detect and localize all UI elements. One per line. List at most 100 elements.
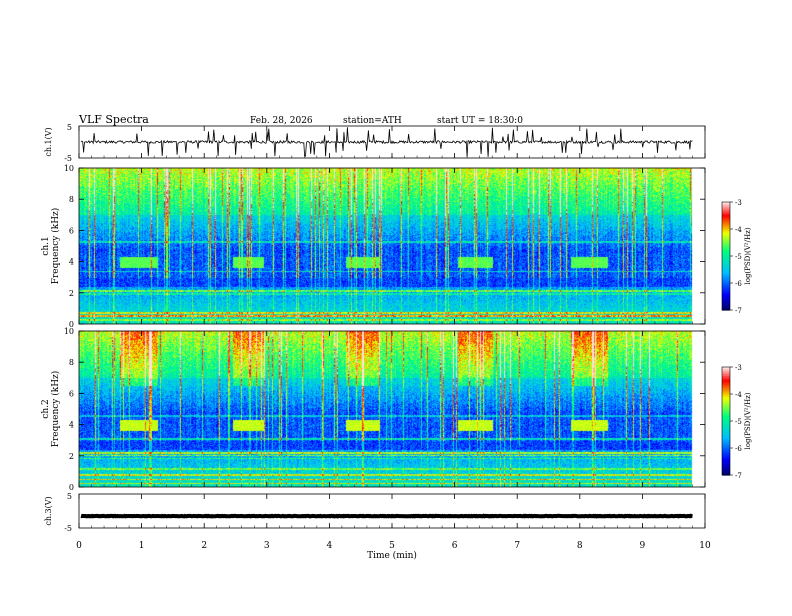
ch1-colorbar-label-2: -5 <box>735 253 742 261</box>
ch2-colorbar-swatch <box>722 399 730 402</box>
ch2-colorbar-swatch <box>722 424 730 427</box>
ch1-colorbar-swatch <box>722 266 730 270</box>
ch3-ytick-top: 5 <box>67 492 72 501</box>
ch2-colorbar-swatch <box>722 439 730 442</box>
ch1-colorbar-swatch <box>722 292 730 295</box>
ch2-spectrogram-ylabel-channel: ch.2 <box>41 399 51 418</box>
ch1-colorbar-swatch <box>722 203 730 207</box>
ch2-ytick-label-1: 2 <box>69 452 74 461</box>
ch1-colorbar-swatch <box>722 279 730 282</box>
ch2-ytick-label-0: 0 <box>69 483 74 492</box>
ch3-series-line <box>80 513 693 519</box>
ch1-colorbar-swatch <box>722 284 730 288</box>
x-tick-label-9: 9 <box>640 541 646 551</box>
ch1-colorbar-swatch <box>722 270 730 273</box>
ch1-colorbar-swatch <box>722 257 730 261</box>
ch1-colorbar-swatch <box>722 223 730 226</box>
ch2-colorbar-swatch <box>722 453 730 456</box>
ch2-colorbar-swatch <box>722 376 730 379</box>
ch1-colorbar-swatch <box>722 220 730 223</box>
ch3-waveform-panel: 5 -5 ch.3(V) <box>44 492 706 533</box>
ch1-ytick-top: 5 <box>67 123 72 132</box>
ch1-ytick-label-4: 8 <box>69 195 74 204</box>
ch2-colorbar-swatch <box>722 385 730 388</box>
ch2-colorbar-swatch <box>722 449 730 453</box>
x-tick-label-3: 3 <box>264 541 270 551</box>
ch1-colorbar-swatch <box>722 301 730 304</box>
ch2-colorbar-swatch <box>722 412 730 415</box>
ch1-colorbar-label-3: -6 <box>735 280 742 288</box>
ch2-colorbar-swatch <box>722 473 730 476</box>
ch1-colorbar-swatch <box>722 288 730 291</box>
ch1-colorbar-swatch <box>722 286 730 289</box>
ch1-ylabel: ch.1(V) <box>44 127 53 156</box>
ch1-colorbar-swatch <box>722 304 730 307</box>
ch2-colorbar-swatch <box>722 374 730 377</box>
ch2-spectrogram-ylabel-frequency: Frequency (kHz) <box>50 371 61 448</box>
ch1-colorbar-swatch <box>722 254 730 257</box>
ch2-colorbar-swatch <box>722 413 730 417</box>
ch1-colorbar-swatch <box>722 259 730 262</box>
ch2-colorbar-swatch <box>722 397 730 400</box>
ch1-yticks: 0 2 4 6 8 10 <box>64 164 705 329</box>
ch1-colorbar-swatch <box>722 245 730 248</box>
x-tick-label-5: 5 <box>389 541 395 551</box>
ch2-colorbar-swatch <box>722 437 730 440</box>
ch1-colorbar-swatch <box>722 230 730 234</box>
ch1-colorbar-swatch <box>722 239 730 243</box>
ch1-colorbar-swatch <box>722 241 730 244</box>
ch1-colorbar-swatch <box>722 229 730 232</box>
ch1-ytick-label-5: 10 <box>64 164 74 173</box>
ch2-colorbar-swatch <box>722 406 730 409</box>
ch1-colorbar-label-1: -4 <box>735 226 742 234</box>
ch2-colorbar-swatch <box>722 442 730 445</box>
ch2-colorbar-swatch <box>722 471 730 474</box>
ch1-colorbar-swatch <box>722 256 730 259</box>
ch2-colorbar-swatch <box>722 464 730 467</box>
ch2-colorbar-swatch <box>722 390 730 393</box>
ch1-colorbar-swatch <box>722 263 730 266</box>
station-label: station=ATH <box>343 116 402 126</box>
ch1-colorbar-swatch <box>722 218 730 221</box>
ch2-colorbar-label-0: -3 <box>735 364 742 372</box>
ch1-colorbar-swatch <box>722 214 730 217</box>
ch2-colorbar-swatch <box>722 367 730 370</box>
ch1-colorbar-swatch <box>722 297 730 300</box>
ch2-colorbar-swatch <box>722 451 730 454</box>
ch1-ytick-label-0: 0 <box>69 320 74 329</box>
ch2-ytick-label-2: 4 <box>69 421 74 430</box>
start-ut-label: start UT = 18:30:0 <box>437 116 523 126</box>
ch1-spectrogram-ylabel-frequency: Frequency (kHz) <box>50 208 61 285</box>
ch1-spectrogram-panel: 0 2 4 6 8 10 ch.1 Frequency (kHz) <box>41 164 706 329</box>
ch2-colorbar-swatch <box>722 368 730 372</box>
ch2-yticks: 0 2 4 6 8 10 <box>64 327 705 492</box>
ch2-colorbar-swatch <box>722 394 730 397</box>
ch2-colorbar-swatch <box>722 401 730 404</box>
ch2-colorbar-swatch <box>722 372 730 375</box>
ch1-colorbar-swatch <box>722 225 730 228</box>
ch1-colorbar-swatch <box>722 306 730 309</box>
ch2-colorbar-swatch <box>722 410 730 413</box>
ch1-colorbar-swatch <box>722 202 730 205</box>
ch1-colorbar-swatch <box>722 281 730 284</box>
ch1-ytick-bottom: -5 <box>64 154 72 163</box>
ch1-colorbar-swatch <box>722 232 730 235</box>
ch2-colorbar-swatch <box>722 428 730 431</box>
x-tick-label-1: 1 <box>139 541 145 551</box>
ch2-colorbar-swatch <box>722 466 730 469</box>
ch1-colorbar-swatch <box>722 252 730 255</box>
ch1-colorbar-swatch <box>722 221 730 225</box>
ch1-waveform-panel: 5 -5 ch.1(V) <box>44 123 706 163</box>
ch2-colorbar-swatch <box>722 422 730 426</box>
ch1-ytick-label-1: 2 <box>69 289 74 298</box>
ch2-ytick-label-4: 8 <box>69 358 74 367</box>
x-axis-label: Time (min) <box>367 550 417 561</box>
ch1-colorbar-swatch <box>722 275 730 279</box>
ch2-colorbar: -3 -4 -5 -6 -7 log(PSD)(V²/Hz) <box>721 364 752 480</box>
ch2-colorbar-label-2: -5 <box>735 418 742 426</box>
ch1-colorbar-swatch <box>722 238 730 241</box>
ch1-colorbar-swatch <box>722 302 730 306</box>
ch2-colorbar-swatch <box>722 440 730 444</box>
ch2-colorbar-swatch <box>722 435 730 438</box>
